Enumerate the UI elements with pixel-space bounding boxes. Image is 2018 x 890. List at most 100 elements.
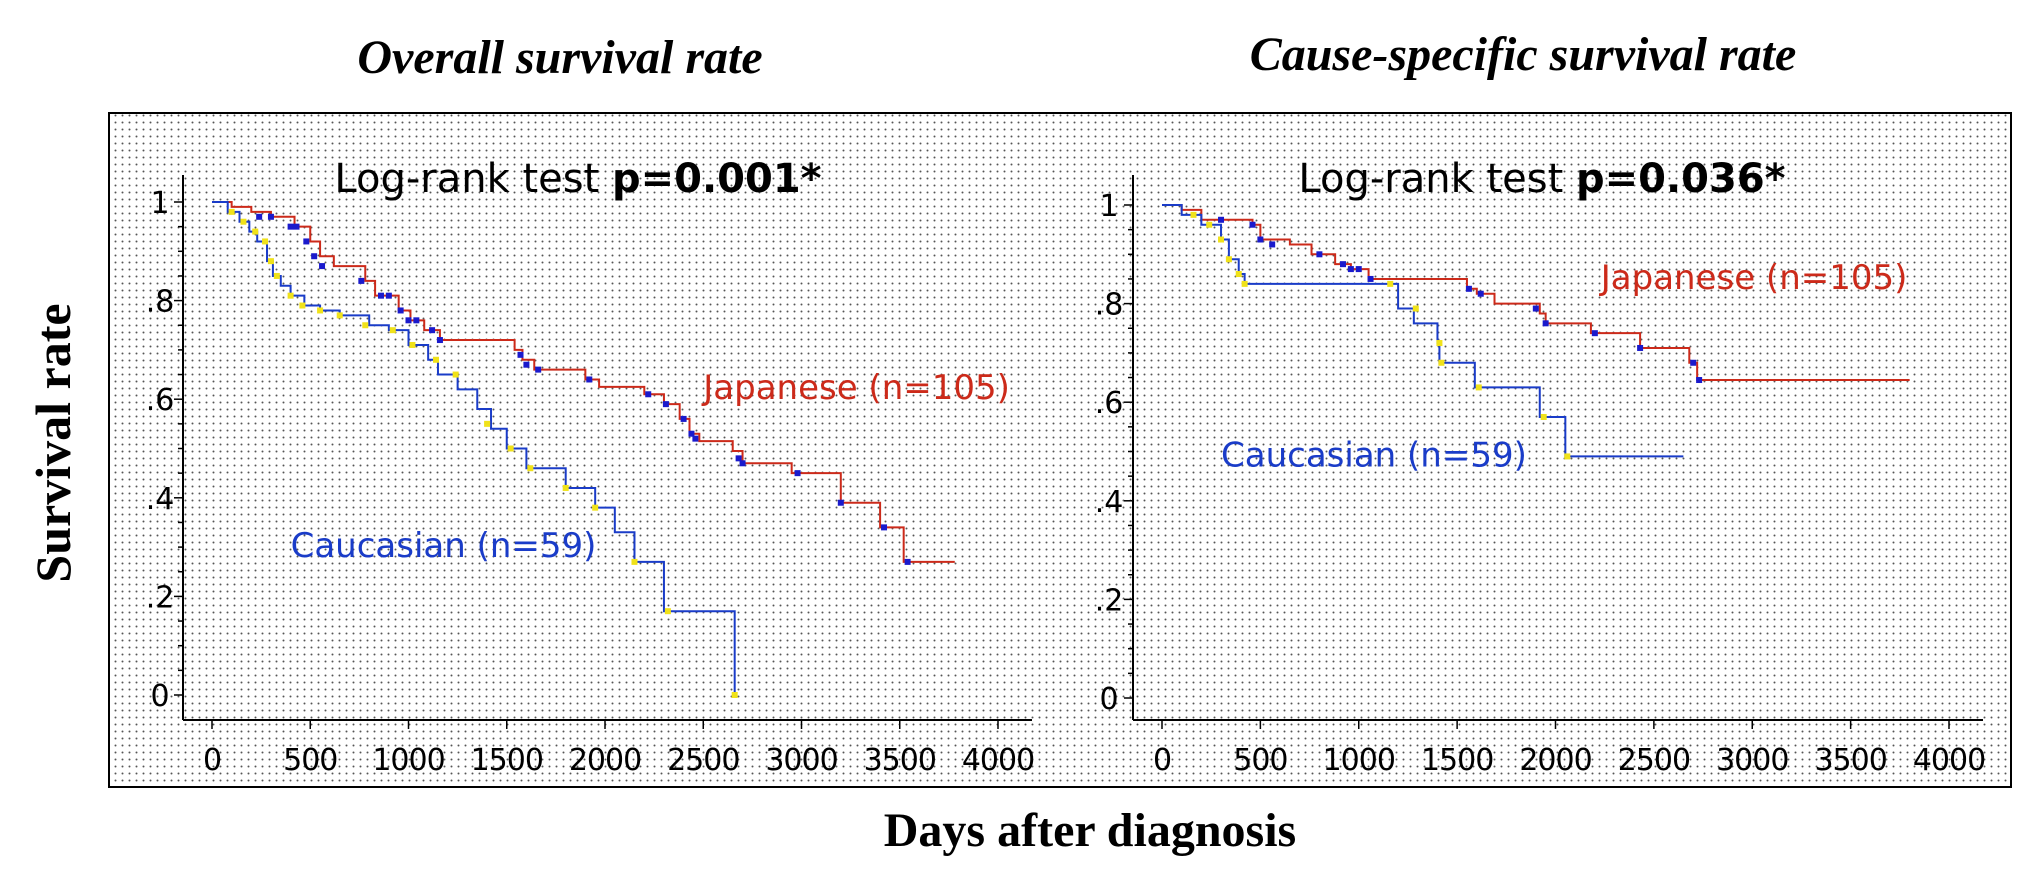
japanese-censor-mark <box>1367 275 1374 282</box>
y-tick-label: .4 <box>146 482 175 517</box>
y-tick-label: .8 <box>1095 288 1124 323</box>
x-tick-label: 500 <box>283 743 337 778</box>
x-tick-label: 4000 <box>1913 743 1985 778</box>
caucasian-survival-curve <box>1162 204 1684 458</box>
caucasian-censor-mark <box>664 608 671 615</box>
caucasian-censor-mark <box>731 692 738 698</box>
panel-1-title: Overall survival rate <box>357 31 762 84</box>
log-rank-p-value: p=0.036* <box>1576 156 1786 202</box>
caucasian-censor-mark <box>1438 359 1445 366</box>
caucasian-censor-mark <box>267 258 274 265</box>
japanese-censor-mark <box>1257 236 1264 243</box>
y-tick-label: .8 <box>146 285 175 320</box>
caucasian-censor-mark <box>1436 340 1443 347</box>
caucasian-censor-mark <box>409 341 416 348</box>
x-tick-label: 2000 <box>569 743 641 778</box>
japanese-censor-mark <box>1249 221 1256 228</box>
panel-2-title: Cause-specific survival rate <box>1250 28 1797 81</box>
caucasian-censor-mark <box>1241 280 1248 287</box>
plot-frame <box>108 112 2012 788</box>
y-tick-label: 1 <box>1099 189 1118 224</box>
caucasian-censor-mark <box>299 302 306 309</box>
japanese-censor-mark <box>586 376 593 383</box>
caucasian-censor-mark <box>273 272 280 279</box>
japanese-censor-mark <box>413 317 420 324</box>
x-tick-label: 2000 <box>1519 743 1591 778</box>
japanese-censor-mark <box>311 253 318 260</box>
caucasian-censor-mark <box>1190 211 1197 218</box>
panel-cause-specific-survival: 0 .2 .4 .6 .8 1 0 500 1000 1500 2000 2500 3000 3500 40… <box>1095 156 1986 778</box>
japanese-censor-mark <box>904 558 911 565</box>
y-tick-label: 1 <box>150 186 169 221</box>
y-tick-label: 0 <box>1099 682 1118 717</box>
japanese-censor-mark <box>377 292 384 299</box>
caucasian-censor-mark <box>631 558 638 565</box>
caucasian-censor-mark <box>1387 280 1394 287</box>
x-tick-label: 3000 <box>1716 743 1788 778</box>
japanese-censor-mark <box>303 238 310 245</box>
x-tick-label: 3000 <box>765 743 837 778</box>
japanese-censor-mark <box>293 223 300 230</box>
japanese-censor-mark <box>1269 241 1276 248</box>
y-tick-label: .6 <box>1095 386 1124 421</box>
japanese-censor-mark <box>385 292 392 299</box>
japanese-censor-mark <box>662 401 669 408</box>
log-rank-label: Log-rank test <box>334 156 612 202</box>
caucasian-censor-mark <box>240 218 247 225</box>
caucasian-censor-mark <box>287 292 294 299</box>
japanese-censor-mark <box>1591 330 1598 337</box>
caucasian-censor-mark <box>228 208 235 215</box>
japanese-censor-mark <box>837 499 844 506</box>
japanese-censor-mark <box>1340 261 1347 268</box>
japanese-censor-mark <box>735 455 742 462</box>
japanese-censor-mark <box>881 524 888 531</box>
japanese-censor-mark <box>1347 266 1354 273</box>
x-tick-label: 2500 <box>667 743 739 778</box>
caucasian-censor-mark <box>433 356 440 363</box>
japanese-censor-mark <box>256 213 263 220</box>
japanese-censor-mark <box>1542 320 1549 327</box>
y-tick-label: .4 <box>1095 485 1124 520</box>
japanese-censor-mark <box>1355 266 1362 273</box>
y-tick-label: .6 <box>146 383 175 418</box>
caucasian-censor-mark <box>252 228 259 235</box>
caucasian-censor-mark <box>1218 236 1225 243</box>
y-tick-label: .2 <box>146 580 175 615</box>
y-tick-label: 0 <box>150 679 169 714</box>
japanese-censor-mark <box>517 351 524 358</box>
x-tick-label: 1500 <box>471 743 543 778</box>
caucasian-censor-mark <box>389 327 396 334</box>
caucasian-censor-mark <box>262 238 269 245</box>
japanese-series-label: Japanese (n=105) <box>701 368 1010 408</box>
japanese-censor-mark <box>794 470 801 477</box>
caucasian-censor-mark <box>1540 413 1547 420</box>
caucasian-censor-mark <box>1564 453 1571 460</box>
x-tick-label: 3500 <box>1814 743 1886 778</box>
y-axis-label: Survival rate <box>25 303 81 582</box>
japanese-censor-mark <box>1690 359 1697 366</box>
japanese-censor-mark <box>397 307 404 314</box>
caucasian-censor-mark <box>362 322 369 329</box>
log-rank-label: Log-rank test <box>1298 156 1576 202</box>
caucasian-censor-mark <box>452 371 459 378</box>
japanese-censor-mark <box>1316 251 1323 258</box>
japanese-censor-mark <box>535 366 542 373</box>
x-tick-label: 2500 <box>1618 743 1690 778</box>
log-rank-annotation: Log-rank test p=0.036* <box>1298 156 1785 202</box>
x-tick-label: 1000 <box>372 743 444 778</box>
x-tick-label: 0 <box>203 743 221 778</box>
caucasian-censor-mark <box>484 420 491 427</box>
panel-overall-survival: 0 .2 .4 .6 .8 1 0 500 1000 1500 2000 2500 3000 3500 40… <box>146 156 1035 778</box>
japanese-censor-mark <box>1477 290 1484 297</box>
x-tick-label: 1000 <box>1323 743 1395 778</box>
x-tick-label: 4000 <box>962 743 1034 778</box>
caucasian-censor-mark <box>1475 384 1482 391</box>
caucasian-series-label: Caucasian (n=59) <box>1221 435 1527 475</box>
log-rank-annotation: Log-rank test p=0.001* <box>334 156 821 202</box>
caucasian-censor-mark <box>592 504 599 511</box>
japanese-censor-mark <box>319 263 326 270</box>
x-tick-label: 0 <box>1153 743 1171 778</box>
y-tick-label: .2 <box>1095 583 1124 618</box>
caucasian-censor-mark <box>527 465 534 472</box>
